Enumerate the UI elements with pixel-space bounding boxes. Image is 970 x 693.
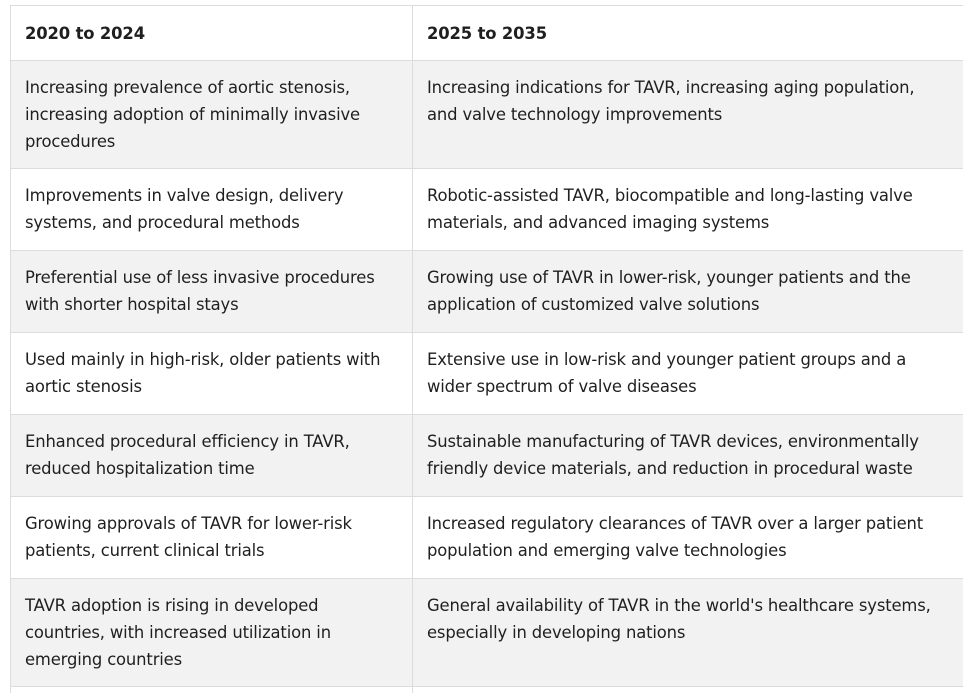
table-row: Improvements in valve design, delivery s…: [10, 168, 963, 251]
cell-2025-2035: Sustainable manufacturing of TAVR device…: [412, 414, 963, 497]
table-row: Used mainly in high-risk, older patients…: [10, 332, 963, 415]
cell-2025-2035: Robotic-assisted TAVR, biocompatible and…: [412, 168, 963, 251]
cell-2020-2024: Enhanced procedural efficiency in TAVR, …: [10, 414, 413, 497]
table-row: Increasing prevalence of aortic stenosis…: [10, 60, 963, 169]
table-body: Increasing prevalence of aortic stenosis…: [10, 60, 963, 693]
cell-2020-2024: Increasing prevalence of aortic stenosis…: [10, 60, 413, 169]
table-row-partial: [10, 686, 963, 693]
header-2025-2035: 2025 to 2035: [412, 5, 963, 61]
comparison-table: 2020 to 2024 2025 to 2035 Increasing pre…: [10, 5, 963, 693]
table-row: TAVR adoption is rising in developed cou…: [10, 578, 963, 687]
cell-2020-2024: Improvements in valve design, delivery s…: [10, 168, 413, 251]
table-header: 2020 to 2024 2025 to 2035: [10, 5, 963, 61]
cell-2020-2024: Preferential use of less invasive proced…: [10, 250, 413, 333]
cell-2020-2024: Used mainly in high-risk, older patients…: [10, 332, 413, 415]
cell-2025-2035: Growing use of TAVR in lower-risk, young…: [412, 250, 963, 333]
cell-2025-2035: General availability of TAVR in the worl…: [412, 578, 963, 687]
table-row: Growing approvals of TAVR for lower-risk…: [10, 496, 963, 579]
cell-2025-2035: Increasing indications for TAVR, increas…: [412, 60, 963, 169]
table-row: Preferential use of less invasive proced…: [10, 250, 963, 333]
cell-empty: [10, 686, 413, 693]
header-2020-2024: 2020 to 2024: [10, 5, 413, 61]
cell-2020-2024: Growing approvals of TAVR for lower-risk…: [10, 496, 413, 579]
header-row: 2020 to 2024 2025 to 2035: [10, 5, 963, 61]
cell-2025-2035: Increased regulatory clearances of TAVR …: [412, 496, 963, 579]
cell-2025-2035: Extensive use in low-risk and younger pa…: [412, 332, 963, 415]
comparison-table-container: 2020 to 2024 2025 to 2035 Increasing pre…: [10, 5, 963, 693]
cell-empty: [412, 686, 963, 693]
cell-2020-2024: TAVR adoption is rising in developed cou…: [10, 578, 413, 687]
table-row: Enhanced procedural efficiency in TAVR, …: [10, 414, 963, 497]
